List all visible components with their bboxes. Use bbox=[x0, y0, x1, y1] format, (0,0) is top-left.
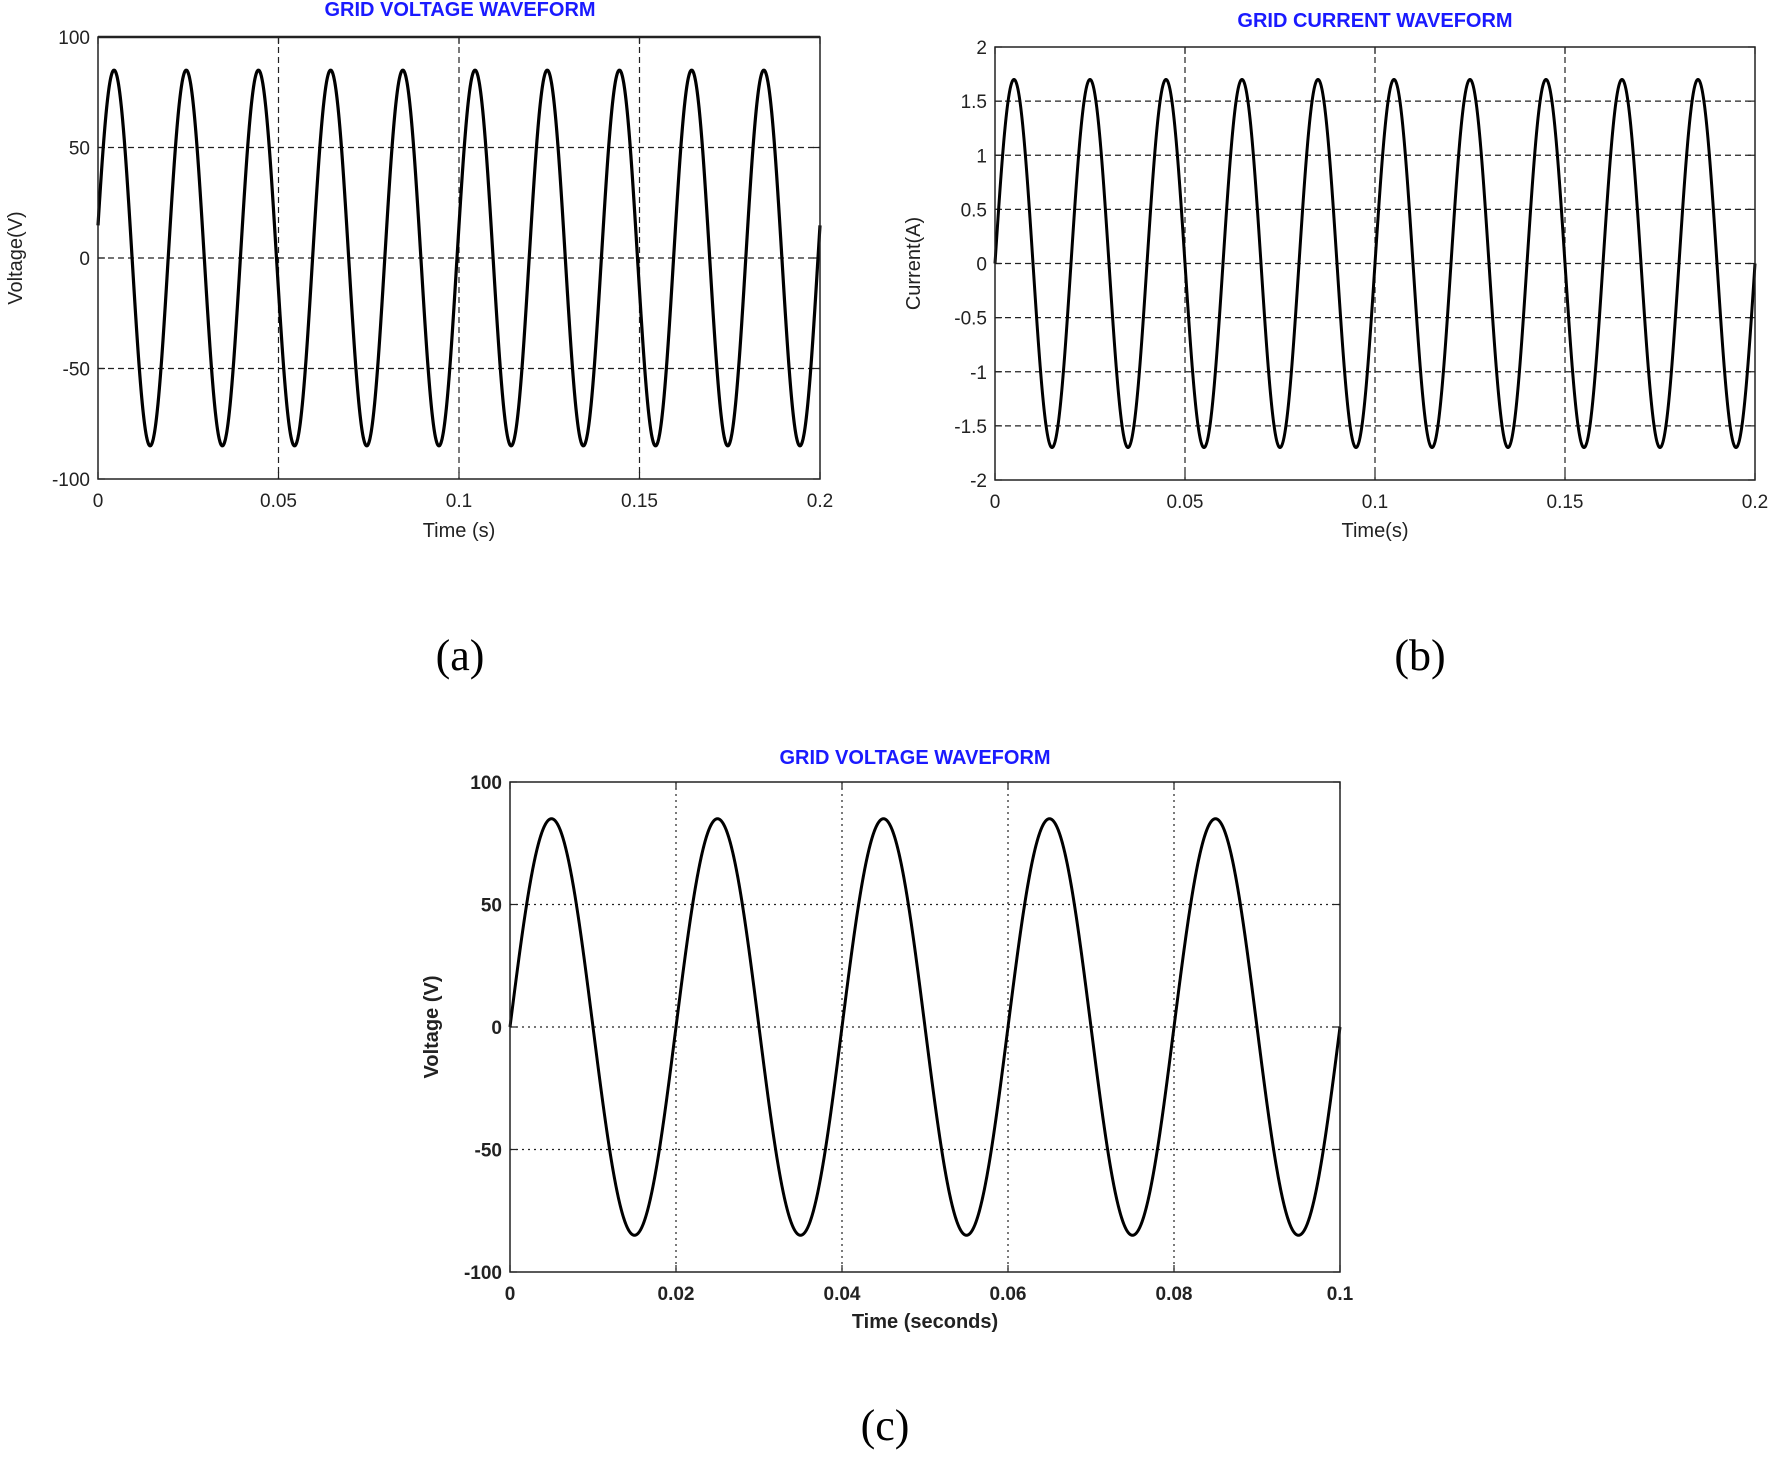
plot-frame bbox=[994, 46, 1756, 481]
y-tick-label: 1.5 bbox=[961, 92, 987, 113]
plot-frame bbox=[509, 781, 1341, 1273]
panel-b: GRID CURRENT WAVEFORM 0 0.05 0.1 0.15 0.2 2 1.5… bbox=[880, 0, 1780, 680]
y-tick-label: -50 bbox=[63, 360, 90, 381]
panel-c: GRID VOLTAGE WAVEFORM 0 0.02 0.04 0.06 0.08 0.… bbox=[400, 740, 1400, 1460]
x-tick-label: 0.05 bbox=[260, 491, 297, 512]
x-tick-label: 0.15 bbox=[1547, 492, 1584, 513]
y-tick-label: 50 bbox=[481, 896, 502, 917]
y-tick-label: 0 bbox=[79, 249, 90, 270]
x-tick-label: 0 bbox=[990, 492, 1001, 513]
x-tick-label: 0 bbox=[505, 1284, 516, 1305]
y-tick-label: 50 bbox=[69, 139, 90, 160]
y-tick-label: -100 bbox=[52, 470, 90, 491]
y-axis-label: Current(A) bbox=[903, 217, 925, 310]
y-tick-label: -0.5 bbox=[954, 309, 987, 330]
y-tick-label: 0.5 bbox=[961, 200, 987, 221]
y-tick-label: 0 bbox=[976, 255, 987, 276]
x-axis-label: Time (seconds) bbox=[852, 1311, 998, 1333]
y-tick-label: -100 bbox=[464, 1263, 502, 1284]
x-tick-label: 0.02 bbox=[658, 1284, 695, 1305]
y-axis-label: Voltage (V) bbox=[421, 976, 443, 1079]
x-tick-label: 0 bbox=[93, 491, 104, 512]
series-line bbox=[508, 817, 1342, 1237]
x-tick-label: 0.04 bbox=[824, 1284, 861, 1305]
y-tick-label: 100 bbox=[58, 28, 90, 49]
chart-c-voltage: GRID VOLTAGE WAVEFORM 0 0.02 0.04 0.06 0.08 0.… bbox=[421, 747, 1354, 1333]
y-tick-label: -1.5 bbox=[954, 417, 987, 438]
panel-a: GRID VOLTAGE WAVEFORM 0 0.05 0.1 0.15 0.2 100 5… bbox=[0, 0, 860, 680]
y-tick-label: 0 bbox=[491, 1018, 502, 1039]
series-line bbox=[993, 77, 1757, 450]
x-tick-label: 0.05 bbox=[1167, 492, 1204, 513]
series-line bbox=[96, 68, 822, 448]
x-axis-label: Time (s) bbox=[423, 520, 496, 542]
x-tick-label: 0.1 bbox=[1362, 492, 1388, 513]
y-tick-label: 1 bbox=[976, 146, 987, 167]
x-tick-label: 0.2 bbox=[1742, 492, 1768, 513]
y-tick-label: -2 bbox=[970, 471, 987, 492]
y-tick-label: 2 bbox=[976, 38, 987, 59]
caption-a: (a) bbox=[435, 631, 485, 680]
x-tick-label: 0.15 bbox=[621, 491, 658, 512]
x-axis-label: Time(s) bbox=[1341, 520, 1408, 542]
x-tick-label: 0.1 bbox=[1327, 1284, 1354, 1305]
y-axis-label: Voltage(V) bbox=[5, 211, 27, 304]
y-tick-label: -50 bbox=[475, 1141, 502, 1162]
chart-b-current: GRID CURRENT WAVEFORM 0 0.05 0.1 0.15 0.2 2 1.5… bbox=[903, 10, 1768, 542]
caption-b: (b) bbox=[1394, 631, 1446, 680]
x-tick-label: 0.1 bbox=[446, 491, 472, 512]
chart-title: GRID VOLTAGE WAVEFORM bbox=[779, 747, 1050, 769]
x-tick-label: 0.08 bbox=[1156, 1284, 1193, 1305]
y-tick-label: -1 bbox=[970, 363, 987, 384]
x-tick-label: 0.06 bbox=[990, 1284, 1027, 1305]
caption-c: (c) bbox=[860, 1401, 910, 1450]
chart-title: GRID VOLTAGE WAVEFORM bbox=[324, 0, 595, 21]
chart-title: GRID CURRENT WAVEFORM bbox=[1237, 10, 1512, 32]
chart-a-voltage: GRID VOLTAGE WAVEFORM 0 0.05 0.1 0.15 0.2 100 5… bbox=[5, 0, 833, 542]
x-tick-label: 0.2 bbox=[807, 491, 833, 512]
y-tick-label: 100 bbox=[470, 773, 502, 794]
